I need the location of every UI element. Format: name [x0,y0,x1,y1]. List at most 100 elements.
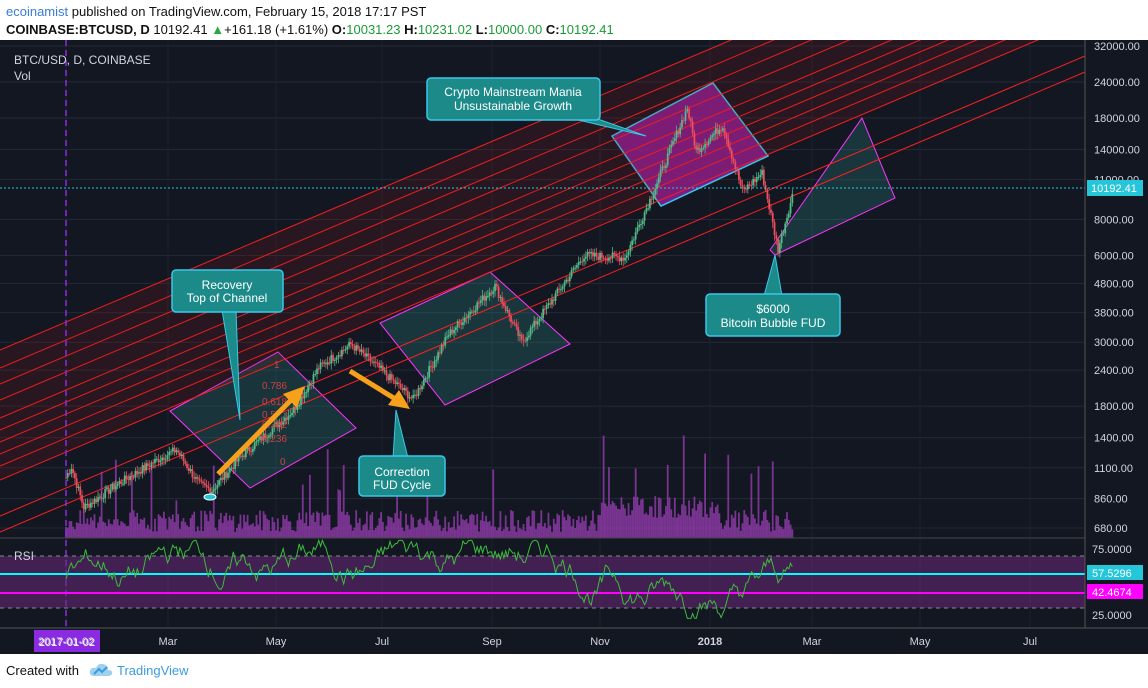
volume-bar [787,519,790,538]
volume-bar [426,475,429,538]
candle-body [278,422,281,427]
candle-body [761,169,763,176]
volume-bar [746,516,749,538]
candle-body [672,140,674,145]
volume-bar [702,516,705,538]
volume-bar [401,527,404,538]
candle-body [398,382,400,384]
fud-callout[interactable]: $6000 Bitcoin Bubble FUD [705,254,841,337]
recovery-callout[interactable]: Recovery Top of Channel [171,269,284,421]
volume-bar [583,520,585,538]
candle-body [613,252,616,255]
candle-body [508,310,511,317]
channel-box-right [769,116,896,256]
volume-bar [369,514,372,538]
volume-bar [392,522,395,538]
volume-bar [780,527,783,538]
volume-bar [422,524,425,538]
candle-body [723,128,726,135]
volume-bar [463,520,466,538]
candle-body [588,251,591,254]
candle-body [768,199,771,210]
volume-bar [611,501,614,538]
candle-body [239,455,242,457]
candle-body [122,483,124,485]
rsi-pane[interactable]: RSI [0,538,1085,619]
price-axis[interactable] [1085,40,1148,628]
volume-bar [775,515,778,538]
volume-bar [380,512,382,538]
volume-bar [163,511,165,538]
candle-body [517,327,520,336]
volume-bar [584,515,587,538]
candle-body [654,188,657,196]
volume-bar [697,504,699,538]
candle-body [638,224,641,228]
volume-bar [661,516,664,538]
volume-bar [255,514,258,538]
candle-body [602,257,605,259]
candle-body [515,323,518,328]
candle-body [691,121,694,134]
candle-body [106,487,108,489]
volume-bar [291,529,293,538]
volume-bar [72,526,75,538]
volume-bar [565,520,568,538]
candle-body [342,349,345,351]
volume-bar [116,519,119,538]
candle-body [383,370,386,372]
tradingview-link[interactable]: TradingView [117,663,189,678]
candle-body [495,284,498,287]
volume-bar [652,517,655,538]
correction-callout[interactable]: Correction FUD Cycle [358,409,446,497]
volume-bar [88,524,91,538]
candle-body [317,368,320,370]
volume-bar [645,512,648,538]
fib-label: 0.382 [262,420,287,431]
volume-bar [442,527,445,538]
volume-bar [538,522,541,538]
candle-body [292,407,295,414]
price-tick-label: 1100.00 [1094,463,1133,475]
candle-body [120,481,123,484]
candle-body [511,322,514,324]
volume-bar [417,519,420,538]
volume-bar [762,511,765,538]
volume-bar [734,510,737,538]
channel-line [0,40,922,431]
candle-body [154,458,156,464]
volume-bar [764,510,767,538]
volume-bar [713,512,715,538]
volume-bar [260,530,263,538]
candle-body [536,321,539,325]
chart-area[interactable]: 1 0.786 0.618 0.5 0.382 0.236 0 Crypto Mainstr… [0,40,1148,654]
chart-svg[interactable]: 1 0.786 0.618 0.50.382 0.236 0 Crypto Mainstr… [0,40,1148,654]
volume-bar [446,531,448,538]
candle-body [714,128,717,134]
volume-bar [211,513,213,538]
price-tick-label: 32000.00 [1094,41,1140,53]
candle-body [376,362,379,364]
candle-body [449,329,452,336]
candle-body [360,349,363,352]
volume-bar [374,528,377,538]
candle-body [736,169,739,171]
candle-body [552,299,555,301]
volume-bar [138,523,140,538]
volume-bar [705,514,708,538]
price-tick-label: 2400.00 [1094,365,1134,377]
candle-body [677,130,680,135]
author-link[interactable]: ecoinamist [6,4,69,19]
time-axis[interactable] [0,628,1148,654]
candle-body [225,471,228,478]
mania-callout[interactable]: Crypto Mainstream Mania Unsustainable Gr… [426,77,647,137]
volume-bar [495,530,498,538]
channel-line [0,40,893,419]
volume-bar [458,525,461,538]
volume-bar [606,506,609,538]
price-change: +161.18 (+1.61%) [224,22,329,37]
tradingview-cloud-icon[interactable] [88,662,114,681]
volume-bar [394,513,397,538]
volume-bar [673,497,676,538]
volume-bar [615,505,617,538]
